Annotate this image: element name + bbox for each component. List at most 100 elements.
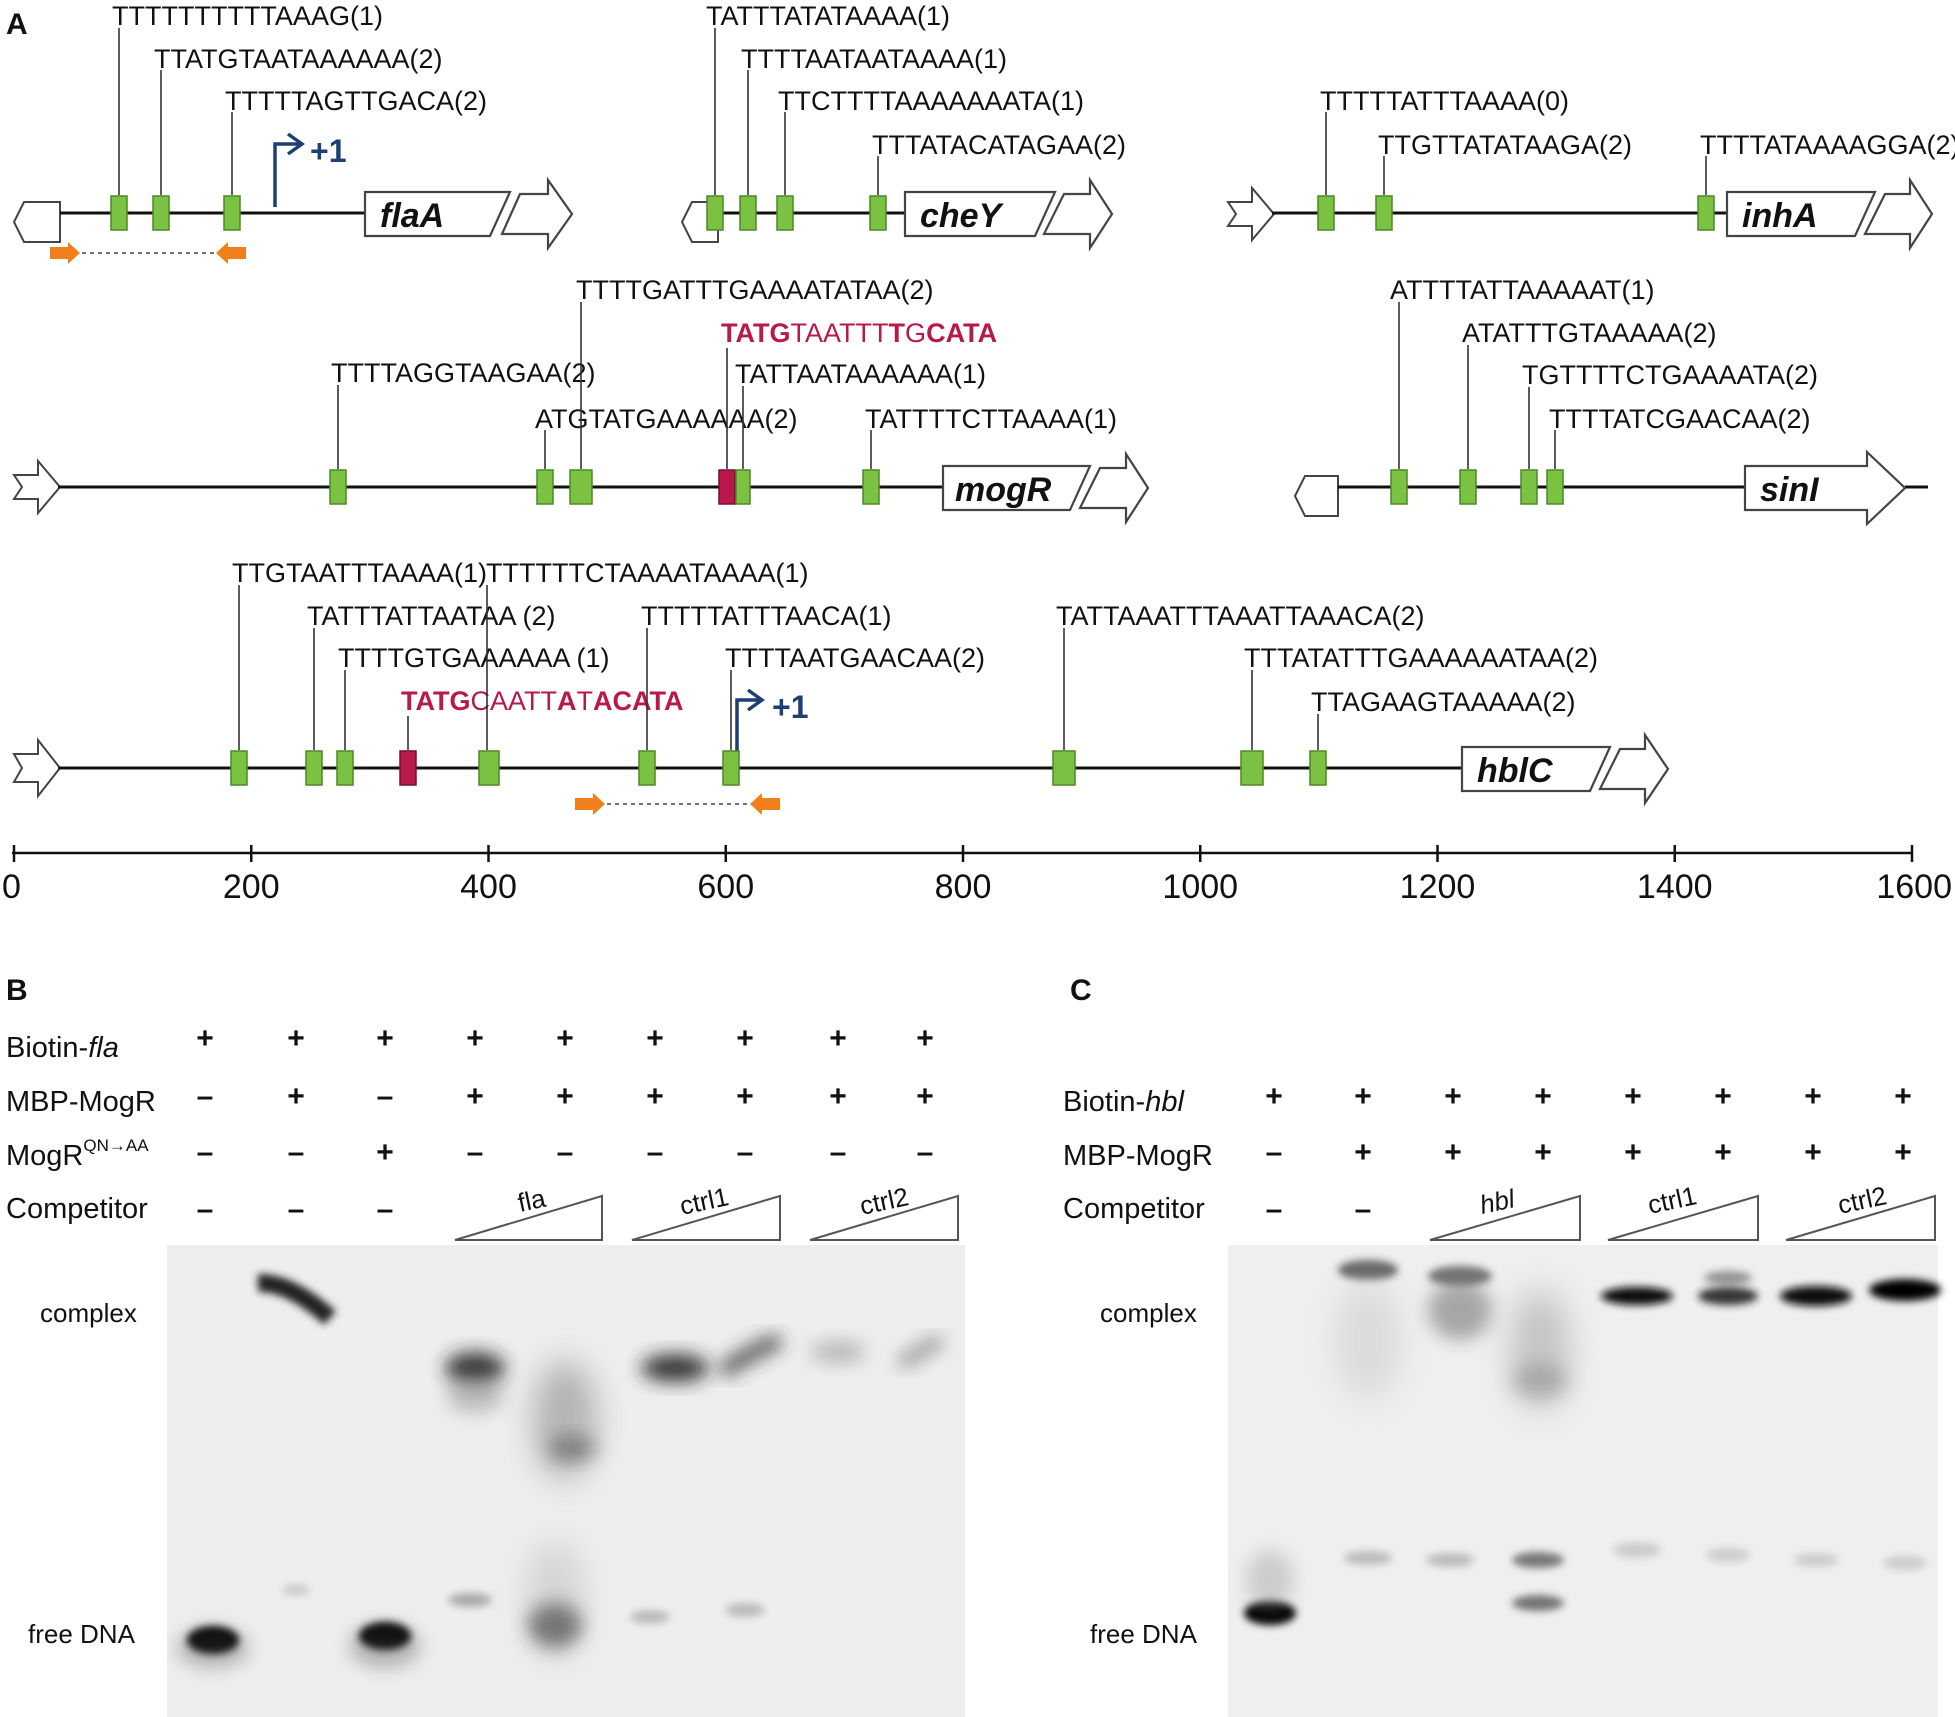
site-sequence-label: TTATGTAATAAAAAA(2) [154, 44, 443, 74]
lane-sign: – [830, 1136, 847, 1169]
site-sequence-label: TTTTTATTTAAAA(0) [1320, 86, 1569, 116]
gene-name-inhA: inhA [1742, 197, 1818, 235]
complex-label: complex [40, 1298, 137, 1328]
lane-sign: – [557, 1136, 574, 1169]
lane-sign: + [1624, 1136, 1642, 1169]
locus-sinI: sinI ATTTTATTAAAAAT(1) ATATTTGTAAAAA(2) … [1293, 275, 1928, 527]
axis-tick-label: 1600 [1876, 868, 1952, 906]
binding-site-box [336, 750, 354, 786]
binding-site-box [1375, 195, 1393, 231]
lane-sign: + [1894, 1080, 1912, 1113]
site-0: TATTTATATAAAA(1) [706, 1, 950, 231]
lane-sign: + [916, 1080, 934, 1113]
site-sequence-label: TTTTATAAAAGGA(2) [1700, 130, 1955, 160]
site-2: TGTTTTCTGAAAATA(2) [1520, 360, 1818, 505]
binding-site-box [305, 750, 323, 786]
lane-sign: + [1804, 1136, 1822, 1169]
lane-sign: – [1355, 1193, 1372, 1226]
upstream-gene-arrow [12, 737, 62, 799]
red-binding-site-box [718, 469, 736, 505]
lane-sign: – [288, 1193, 305, 1226]
binding-site-box [230, 750, 248, 786]
site-sequence-label: ATATTTGTAAAAA(2) [1462, 318, 1717, 348]
sequence-letter: T [650, 686, 667, 716]
gene-arrowhead [1598, 731, 1670, 807]
site-0: ATTTTATTAAAAAT(1) [1390, 275, 1655, 505]
site-2: TTTTGTGAAAAAA (1) [336, 643, 610, 786]
gene-box [363, 190, 512, 238]
site-1: TTGTTATATAAGA(2) [1375, 130, 1632, 231]
site-5: TTTTAATGAACAA(2) [722, 643, 985, 786]
site-2: TTTTTAGTTGACA(2) [223, 86, 487, 231]
lane-sign: + [376, 1136, 394, 1169]
lane-sign: – [197, 1080, 214, 1113]
row-label-biotin: Biotin-fla [6, 1032, 119, 1064]
sequence-letter: T [889, 318, 906, 348]
sequence-letter: T [524, 686, 541, 716]
site-2: TTCTTTTAAAAAAATA(1) [776, 86, 1084, 231]
site-sequence-label: TTGTTATATAAGA(2) [1378, 130, 1632, 160]
sequence-letter: T [963, 318, 980, 348]
binding-site-box [638, 750, 656, 786]
panel-a-promoter-maps: flaA +1 TTTTTTTTTTAAAG(1) TTATGTAATAAAAA… [2, 1, 1955, 906]
tss-arrowhead-icon [286, 132, 306, 156]
binding-site-box [862, 469, 880, 505]
sequence-letter: A [823, 318, 841, 348]
lane-sign: + [646, 1022, 664, 1055]
lane-sign: – [377, 1080, 394, 1113]
free-dna-label: free DNA [28, 1619, 136, 1649]
gene-box [903, 190, 1057, 238]
lane-sign: + [1354, 1136, 1372, 1169]
lane-sign: + [287, 1080, 305, 1113]
site-sequence-label: TTTTAATAATAAAA(1) [741, 44, 1007, 74]
site-sequence-label: TTCTTTTAAAAAAATA(1) [778, 86, 1084, 116]
sequence-letter: A [593, 686, 613, 716]
competitor-gradient-triangle [809, 1194, 959, 1241]
axis-tick-label: 600 [697, 868, 754, 906]
site-1: TTATGTAATAAAAAA(2) [152, 44, 443, 231]
gene-arrowhead [1078, 450, 1150, 526]
sequence-letter: C [613, 686, 633, 716]
binding-site-box [110, 195, 128, 231]
site-sequence-label: TTTATACATAGAA(2) [872, 130, 1126, 160]
axis-ticks: 0 200 400 600 800 1000 1200 1400 1600 [2, 845, 1952, 906]
site-sequence-label: TTTTAGGTAAGAA(2) [331, 358, 596, 388]
site-3: TATTAATAAAAAA(1) [735, 359, 986, 505]
reverse-primer-icon [750, 793, 780, 815]
locus-hblC: hblC +1 TTGTAATTTAAAA(1) TATTTATTAATAA (… [12, 558, 1670, 815]
sequence-letter: A [508, 686, 526, 716]
binding-site-box [1317, 195, 1335, 231]
row-label-protein: MBP-MogR [6, 1086, 156, 1118]
sequence-letter: G [770, 318, 791, 348]
sequence-letter: A [416, 686, 435, 716]
site-sequence-label: TTTTTATTTAACA(1) [641, 601, 891, 631]
lane-sign: + [376, 1022, 394, 1055]
axis-tick-label: 0 [2, 868, 21, 906]
sequence-letter: A [664, 686, 684, 716]
binding-site-box [722, 750, 740, 786]
sequence-letter: C [926, 318, 946, 348]
lane-sign: + [646, 1080, 664, 1113]
panel-b-letter: B [6, 974, 28, 1007]
site-sequence-label: TTTTAATGAACAA(2) [725, 643, 985, 673]
gene-name-sinI: sinI [1760, 471, 1820, 509]
site-0: TTGTAATTTAAAA(1) [230, 558, 487, 786]
competitor-gradient-triangle [1429, 1194, 1581, 1241]
binding-site-box [1546, 469, 1564, 505]
lane-sign: + [556, 1022, 574, 1055]
row-label-competitor: Competitor [6, 1193, 148, 1225]
sequence-letter: A [946, 318, 965, 348]
lane-sign: – [288, 1136, 305, 1169]
gel-image-c [1228, 1245, 1941, 1717]
sequence-letter: A [557, 686, 577, 716]
binding-site-box [1520, 469, 1538, 505]
row-label-mutant: MogRQN→AA [6, 1136, 149, 1172]
locus-mogR: mogR TTTTAGGTAAGAA(2) ATGTATGAAAAAA(2) T… [12, 275, 1150, 526]
site-sequence-label: TTTTGATTTGAAAATATAA(2) [576, 275, 934, 305]
competitor-gradients: hbl ctrl1 ctrl2 [1429, 1180, 1936, 1241]
site-2: TTTTATAAAAGGA(2) [1697, 130, 1955, 231]
binding-site-box [1390, 469, 1408, 505]
sequence-letter: T [839, 318, 856, 348]
reverse-primer-icon [216, 242, 246, 264]
